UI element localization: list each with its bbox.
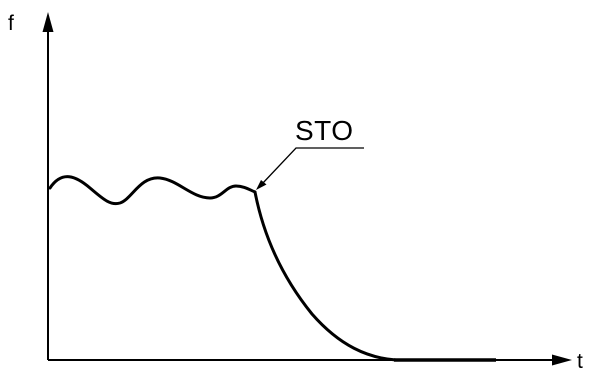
sto-leader-arrowhead xyxy=(256,180,267,190)
sto-leader-line xyxy=(261,147,364,185)
x-axis-arrowhead xyxy=(552,354,572,366)
x-axis-label: t xyxy=(577,350,583,370)
wavy-frequency-curve xyxy=(48,175,257,206)
decay-curve xyxy=(253,190,398,362)
sto-annotation-label: STO xyxy=(295,115,354,146)
y-axis-arrowhead xyxy=(42,12,54,32)
y-axis-label: f xyxy=(8,12,14,35)
